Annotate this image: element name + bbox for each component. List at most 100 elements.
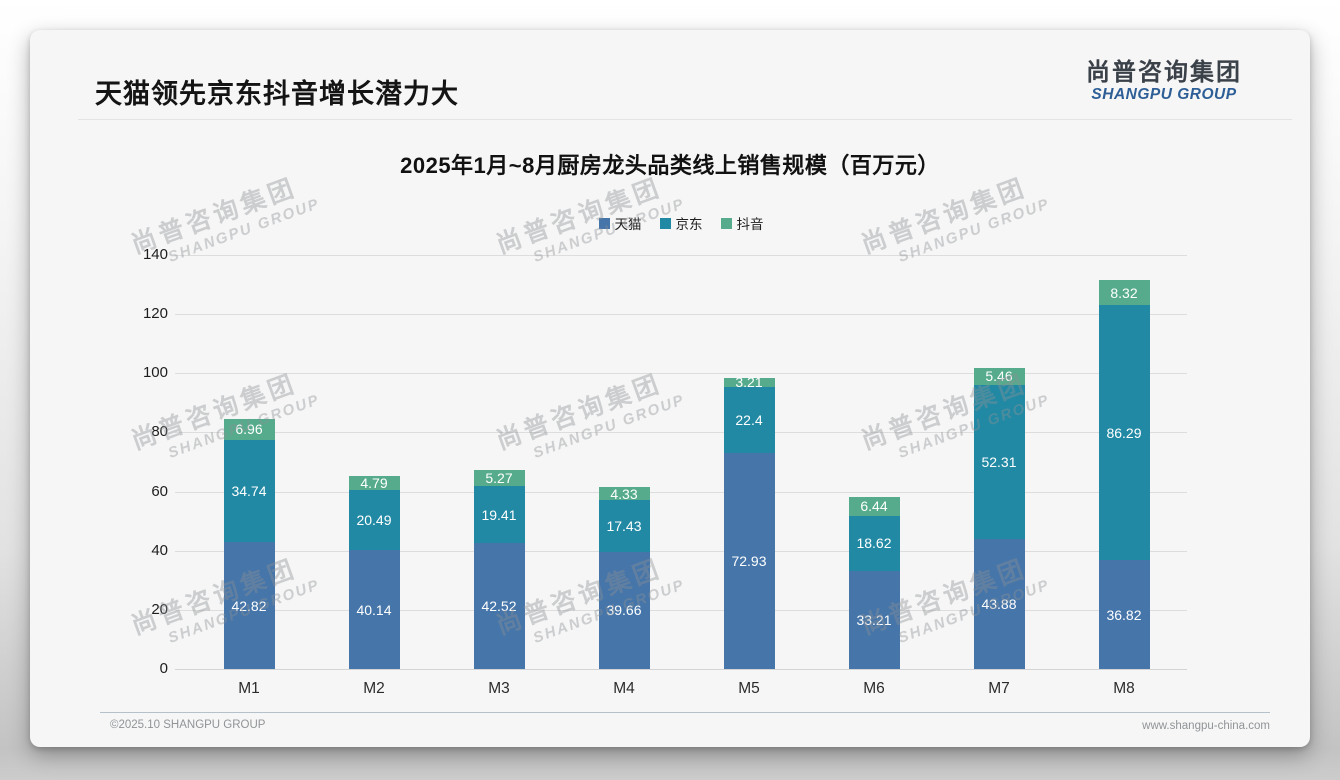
legend-label: 京东 [675,217,703,232]
y-axis-tick-label: 120 [142,305,168,323]
x-axis-category-label: M3 [488,680,510,697]
logo-english-text: SHANGPU GROUP [1091,86,1237,104]
gridline [175,550,1187,552]
y-axis-tick-label: 60 [151,482,168,500]
bar-value-label: 20.49 [356,511,392,528]
bar-value-label: 4.79 [360,474,388,491]
bar-value-label: 5.27 [485,470,513,487]
bar-value-label: 36.82 [1106,606,1142,623]
bar-segment-天猫: 36.82 [1098,560,1150,669]
gridline [175,373,1187,375]
bar-value-label: 86.29 [1106,424,1142,441]
bar-value-label: 4.33 [610,485,638,502]
x-axis-category-label: M4 [613,680,635,697]
bar-value-label: 6.96 [235,421,263,438]
footer-divider [100,712,1270,713]
bar-value-label: 39.66 [606,602,642,619]
bar-M6: 6.44 18.62 33.21 [848,496,900,669]
y-axis-tick-label: 0 [159,660,168,677]
y-axis-tick-label: 40 [151,541,168,559]
bar-segment-京东: 17.43 [598,500,650,552]
bar-value-label: 6.44 [860,498,888,515]
bar-M4: 4.33 17.43 39.66 [598,485,650,669]
x-axis-category-label: M5 [738,680,760,697]
bar-value-label: 40.14 [356,601,392,618]
legend-swatch-icon [720,217,732,229]
bar-M3: 5.27 19.41 42.52 [473,470,525,669]
footer-website: www.shangpu-china.com [1142,720,1270,732]
bar-value-label: 42.52 [481,598,517,615]
bar-M8: 8.32 86.29 36.82 [1098,280,1150,669]
bar-segment-京东: 22.4 [723,387,775,454]
bar-M5: 3.21 22.4 72.93 [723,374,775,669]
bar-value-label: 5.46 [985,368,1013,385]
bar-segment-抖音: 5.27 [473,470,525,487]
bar-value-label: 8.32 [1110,284,1138,301]
y-axis-tick-label: 20 [151,600,168,618]
bar-segment-抖音: 4.33 [598,485,650,502]
legend-label: 抖音 [736,217,764,232]
x-axis-category-label: M2 [363,680,385,697]
legend-item-天猫: 天猫 [598,213,642,233]
bar-segment-抖音: 3.21 [723,374,775,391]
bar-segment-天猫: 42.52 [473,543,525,669]
gridline [175,314,1187,316]
bar-segment-天猫: 33.21 [848,570,900,669]
bar-segment-京东: 86.29 [1098,304,1150,561]
bar-value-label: 19.41 [481,506,517,523]
legend-swatch-icon [598,217,610,229]
bar-value-label: 34.74 [231,482,267,499]
bar-value-label: 3.21 [735,374,763,391]
header-divider [78,119,1292,120]
bar-value-label: 43.88 [981,596,1017,613]
chart-title: 2025年1月~8月厨房龙头品类线上销售规模（百万元） [400,153,940,178]
legend-item-京东: 京东 [659,213,703,233]
bar-segment-抖音: 6.44 [848,496,900,516]
x-axis-category-label: M6 [863,680,885,697]
bar-segment-京东: 19.41 [473,485,525,544]
bar-segment-抖音: 4.79 [348,474,400,491]
x-axis-category-label: M1 [238,680,260,697]
plot-area: 0 20 40 60 80 100 120 140 6.96 34.74 42.82 M1 4.79 20… [30,30,1310,747]
gridline [175,669,1187,670]
x-axis-category-label: M8 [1113,680,1135,697]
bar-segment-天猫: 72.93 [723,453,775,669]
x-axis-category-label: M7 [988,680,1010,697]
bar-segment-京东: 20.49 [348,489,400,551]
gridline [175,255,1187,256]
bar-value-label: 17.43 [606,517,642,534]
bar-value-label: 52.31 [981,453,1017,470]
y-axis-tick-label: 80 [151,423,168,441]
bar-value-label: 42.82 [231,597,267,614]
y-axis-tick-label: 140 [142,246,168,263]
bar-M7: 5.46 52.31 43.88 [973,368,1025,669]
bar-value-label: 33.21 [856,611,892,628]
bar-value-label: 18.62 [856,535,892,552]
bar-value-label: 72.93 [731,553,767,570]
legend-item-抖音: 抖音 [720,213,764,233]
logo-chinese-text: 尚普咨询集团 [1086,59,1242,86]
bar-segment-抖音: 5.46 [973,368,1025,385]
bar-M1: 6.96 34.74 42.82 [223,419,275,669]
legend-label: 天猫 [614,217,642,232]
company-logo: 尚普咨询集团 SHANGPU GROUP [1086,59,1242,104]
bar-segment-天猫: 40.14 [348,550,400,669]
bar-segment-天猫: 39.66 [598,551,650,669]
legend-swatch-icon [659,217,671,229]
bar-segment-京东: 52.31 [973,384,1025,540]
gridline [175,609,1187,611]
gridline [175,491,1187,493]
page-title: 天猫领先京东抖音增长潜力大 [95,79,459,109]
y-axis-tick-label: 100 [142,364,168,382]
chart-legend: 天猫 京东 抖音 [175,213,1187,233]
bar-segment-天猫: 43.88 [973,539,1025,669]
gridline [175,432,1187,434]
footer-copyright: ©2025.10 SHANGPU GROUP [110,719,266,731]
slide: 天猫领先京东抖音增长潜力大 尚普咨询集团 SHANGPU GROUP 2025年… [30,30,1310,747]
bar-M2: 4.79 20.49 40.14 [348,474,400,669]
bar-segment-抖音: 8.32 [1098,280,1150,305]
bar-value-label: 22.4 [735,412,763,429]
bar-segment-抖音: 6.96 [223,419,275,440]
bar-segment-天猫: 42.82 [223,542,275,669]
bar-segment-京东: 18.62 [848,515,900,571]
